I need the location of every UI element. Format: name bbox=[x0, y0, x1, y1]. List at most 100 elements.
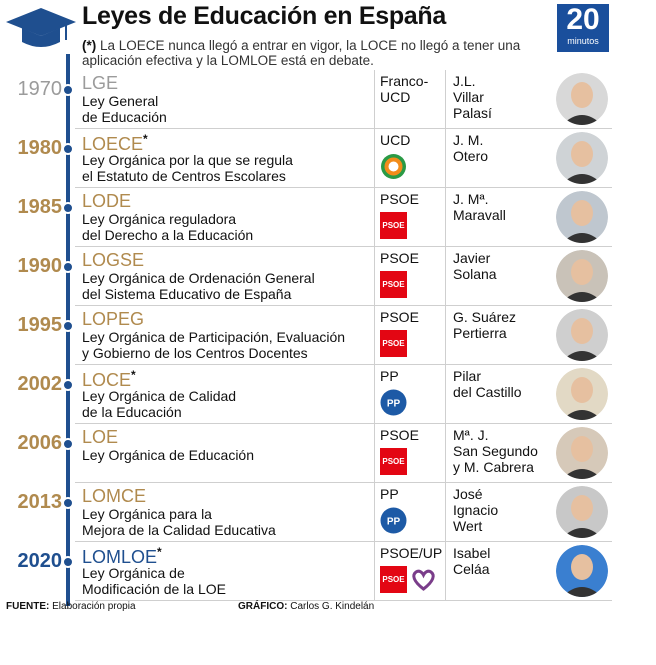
source-credit: FUENTE: Elaboración propia bbox=[6, 601, 136, 612]
minister-line: Mª. J. bbox=[453, 427, 489, 443]
party-name: PSOE bbox=[380, 309, 419, 325]
row-divider bbox=[75, 600, 612, 601]
law-row: 2020 LOMLOE* Ley Orgánica de Modificación d… bbox=[0, 542, 656, 601]
column-divider bbox=[445, 365, 446, 424]
graduation-cap-icon bbox=[6, 8, 76, 47]
minister-name: J. Mª. Maravall bbox=[453, 191, 506, 223]
party-line: PSOE bbox=[380, 250, 419, 266]
description-line: el Estatuto de Centros Escolares bbox=[82, 168, 286, 184]
acronym-text: LOGSE bbox=[82, 250, 145, 270]
minister-portrait bbox=[556, 368, 608, 420]
description-line: Mejora de la Calidad Educativa bbox=[82, 522, 276, 538]
acronym-text: LOMLOE bbox=[82, 547, 158, 567]
row-divider bbox=[75, 305, 612, 306]
party-name: UCD bbox=[380, 132, 410, 148]
party-name: Franco- UCD bbox=[380, 73, 428, 105]
law-acronym: LODE bbox=[82, 191, 131, 212]
description-line: Ley Orgánica de Calidad bbox=[82, 388, 237, 404]
law-acronym: LOPEG bbox=[82, 309, 144, 330]
party-name: PSOE bbox=[380, 250, 419, 266]
description-line: de Educación bbox=[82, 109, 167, 125]
party-line: PP bbox=[380, 368, 399, 384]
acronym-text: LOECE bbox=[82, 134, 144, 154]
graphic-text: Carlos G. Kindelán bbox=[290, 601, 375, 612]
minister-line: Ignacio bbox=[453, 502, 499, 518]
ucd-logo-icon bbox=[381, 154, 406, 179]
description-line: Ley Orgánica reguladora bbox=[82, 211, 237, 227]
pp-logo-text: PP bbox=[387, 399, 401, 410]
graphic-label: GRÁFICO: bbox=[238, 601, 288, 612]
acronym-text: LODE bbox=[82, 191, 132, 211]
minister-line: Javier bbox=[453, 250, 491, 266]
note-text: La LOECE nunca llegó a entrar en vigor, … bbox=[82, 38, 521, 68]
header-note: (*) La LOECE nunca llegó a entrar en vig… bbox=[82, 38, 552, 68]
minister-line: y M. Cabrera bbox=[453, 459, 534, 475]
column-divider bbox=[445, 129, 446, 188]
column-divider bbox=[445, 424, 446, 483]
minister-line: Isabel bbox=[453, 545, 491, 561]
description-line: de la Educación bbox=[82, 404, 182, 420]
minister-line: J. M. bbox=[453, 132, 484, 148]
acronym-text: LOMCE bbox=[82, 486, 147, 506]
law-description: Ley General de Educación bbox=[82, 93, 372, 125]
law-description: Ley Orgánica de Educación bbox=[82, 447, 372, 463]
row-divider bbox=[75, 541, 612, 542]
minister-portrait bbox=[556, 132, 608, 184]
acronym-text: LGE bbox=[82, 73, 119, 93]
psoe-logo: PSOE bbox=[380, 448, 407, 475]
party-name: PSOE bbox=[380, 191, 419, 207]
law-row: 1980 LOECE* Ley Orgánica por la que se reg… bbox=[0, 129, 656, 188]
minister-name: G. Suárez Pertierra bbox=[453, 309, 516, 341]
timeline-dot bbox=[62, 379, 74, 391]
law-row: 1970 LGE Ley General de Educación Franco- UCD… bbox=[0, 70, 656, 129]
law-year: 1980 bbox=[17, 137, 63, 159]
minister-name: Javier Solana bbox=[453, 250, 497, 282]
column-divider bbox=[374, 306, 375, 365]
graphic-credit: GRÁFICO: Carlos G. Kindelán bbox=[238, 601, 374, 612]
minister-portrait bbox=[556, 309, 608, 361]
description-line: Ley Orgánica por la que se regula bbox=[82, 152, 293, 168]
pp-logo: PP bbox=[380, 389, 407, 416]
minister-line: José bbox=[453, 486, 483, 502]
party-name: PSOE bbox=[380, 427, 419, 443]
law-year: 2020 bbox=[17, 550, 63, 572]
heart-logo-icon bbox=[412, 569, 435, 591]
column-divider bbox=[445, 247, 446, 306]
law-acronym: LOCE* bbox=[82, 368, 136, 391]
law-row: 2006 LOE Ley Orgánica de Educación PSOE PSOE… bbox=[0, 424, 656, 483]
timeline-dot bbox=[62, 202, 74, 214]
law-acronym: LOECE* bbox=[82, 132, 148, 155]
law-row: 2002 LOCE* Ley Orgánica de Calidad de la Ed… bbox=[0, 365, 656, 424]
column-divider bbox=[445, 188, 446, 247]
acronym-text: LOE bbox=[82, 427, 119, 447]
party-line: PSOE bbox=[380, 427, 419, 443]
minister-line: G. Suárez bbox=[453, 309, 517, 325]
timeline-dot bbox=[62, 497, 74, 509]
party-line: Franco- bbox=[380, 73, 429, 89]
timeline-dot bbox=[62, 556, 74, 568]
column-divider bbox=[374, 542, 375, 601]
column-divider bbox=[374, 188, 375, 247]
brand-number: 20 bbox=[566, 3, 600, 36]
party-line: PSOE/UP bbox=[380, 545, 443, 561]
law-description: Ley Orgánica de Ordenación General del Si… bbox=[82, 270, 372, 302]
psoe-logo: PSOE bbox=[380, 271, 407, 298]
minister-line: J. Mª. bbox=[453, 191, 489, 207]
row-divider bbox=[75, 246, 612, 247]
minister-portrait bbox=[556, 486, 608, 538]
minister-line: J.L. bbox=[453, 73, 476, 89]
minister-line: Villar bbox=[453, 89, 484, 105]
timeline-dot bbox=[62, 84, 74, 96]
acronym-text: LOPEG bbox=[82, 309, 145, 329]
source-label: FUENTE: bbox=[6, 601, 50, 612]
asterisk-marker: * bbox=[157, 545, 162, 559]
row-divider bbox=[75, 364, 612, 365]
brand-logo: 20 minutos bbox=[557, 4, 609, 52]
row-divider bbox=[75, 423, 612, 424]
description-line: y Gobierno de los Centros Docentes bbox=[82, 345, 308, 361]
law-description: Ley Orgánica para la Mejora de la Calidad… bbox=[82, 506, 372, 538]
minister-line: Pertierra bbox=[453, 325, 507, 341]
minister-line: Otero bbox=[453, 148, 489, 164]
minister-name: J. M. Otero bbox=[453, 132, 488, 164]
brand-text: minutos bbox=[567, 36, 599, 46]
